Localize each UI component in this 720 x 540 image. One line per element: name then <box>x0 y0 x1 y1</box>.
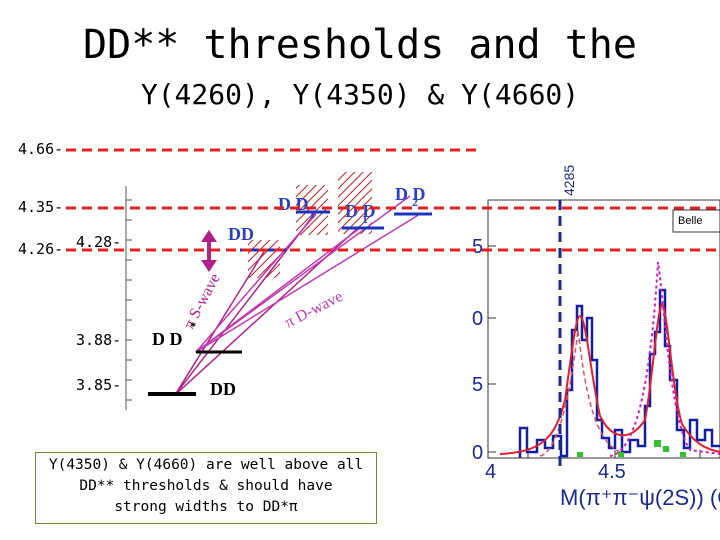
threshold-4285-marker: 4285 <box>558 165 577 470</box>
energy-axis <box>125 186 132 410</box>
conclusion-note: Y(4350) & Y(4660) are well above all DD*… <box>35 452 377 524</box>
label-d2d: D D <box>395 184 426 204</box>
slide-title: DD** thresholds and the <box>83 22 637 68</box>
guide-label-435: 4.35- <box>18 198 63 216</box>
inset-ytick: 5 <box>472 374 483 396</box>
inset-xtick: 4.5 <box>598 461 626 483</box>
inset-fit-y4360 <box>539 329 621 457</box>
dwave-label: π D-wave <box>282 288 346 332</box>
note-line: strong widths to DD*π <box>114 499 298 515</box>
inset-fit-y4660 <box>609 261 720 457</box>
level-label-388: 3.88- <box>76 331 121 349</box>
hatched-width-d1 <box>296 185 328 235</box>
slide-subtitle: Y(4260), Y(4350) & Y(4660) <box>140 78 580 111</box>
level-label-385: 3.85- <box>76 376 121 394</box>
mass-difference-arrow <box>201 230 217 272</box>
label-d1d: D D <box>345 201 376 221</box>
label-dd2: DD <box>228 224 254 244</box>
inset-ytick: 0 <box>472 308 483 330</box>
hatched-width-d0 <box>248 240 280 278</box>
hatched-width-d1d <box>338 172 372 234</box>
inset-xlabel: M(π⁺π⁻ψ(2S)) (G <box>560 485 720 510</box>
label-dstar: D D <box>152 329 183 349</box>
inset-experiment-label: Belle <box>678 215 702 227</box>
inset-fit-total <box>499 302 720 455</box>
label-dd: DD <box>210 379 236 399</box>
belle-inset: Belle 5 0 5 0 4 4.5 M(π⁺π⁻ψ(2S)) (G <box>472 199 720 510</box>
label-dstar-sup: * <box>190 319 196 333</box>
swave-label: π S-wave <box>181 271 224 332</box>
threshold-label: 4285 <box>561 165 577 196</box>
guide-lines <box>66 148 720 252</box>
label-dd1-sub: 1 <box>309 207 315 221</box>
label-dd1: D D <box>278 194 309 214</box>
inset-ytick: 0 <box>472 442 483 464</box>
level-label-428: 4.28- <box>76 233 121 251</box>
guide-label-466: 4.66- <box>18 140 63 158</box>
guide-label-426: 4.26- <box>18 240 63 258</box>
note-line: Y(4350) & Y(4660) are well above all <box>48 457 364 473</box>
inset-xtick: 4 <box>485 461 496 483</box>
label-d2d-sub: 2 <box>412 195 418 209</box>
transition-lines <box>174 195 421 396</box>
inset-background-points <box>577 440 686 457</box>
inset-ytick: 5 <box>472 236 483 258</box>
note-line: DD** thresholds & should have <box>79 478 333 494</box>
label-d1d-sub: 1 <box>362 212 368 226</box>
